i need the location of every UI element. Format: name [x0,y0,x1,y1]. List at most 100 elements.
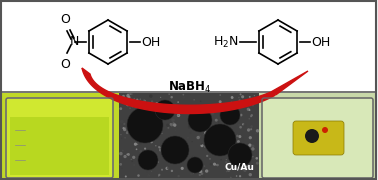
Circle shape [232,147,235,150]
Circle shape [166,116,168,117]
Circle shape [207,157,208,158]
Circle shape [252,105,254,106]
Circle shape [177,156,180,158]
Circle shape [148,101,150,102]
Circle shape [137,174,140,177]
Circle shape [188,124,191,128]
Circle shape [199,174,201,176]
Circle shape [139,141,142,145]
Circle shape [172,122,175,125]
Circle shape [131,159,132,160]
Circle shape [206,118,208,120]
Circle shape [190,173,193,176]
Circle shape [159,127,161,130]
Circle shape [235,137,237,139]
Circle shape [160,101,161,102]
Circle shape [144,100,146,102]
Circle shape [205,142,207,144]
Circle shape [200,101,201,102]
Circle shape [124,100,128,104]
Circle shape [120,120,124,123]
Circle shape [211,112,214,115]
Polygon shape [82,68,275,114]
Circle shape [249,109,251,111]
Circle shape [183,96,185,99]
Circle shape [234,159,235,161]
Circle shape [200,114,201,115]
Circle shape [150,161,151,163]
Bar [1,1,377,92]
Circle shape [237,118,239,119]
Circle shape [226,168,229,170]
Circle shape [157,127,158,128]
Circle shape [209,163,212,165]
Circle shape [135,122,138,124]
Circle shape [221,139,223,141]
Circle shape [190,116,194,120]
Circle shape [144,159,147,161]
Circle shape [177,114,180,117]
Circle shape [138,162,140,164]
Circle shape [226,138,228,140]
Circle shape [189,156,191,159]
Circle shape [155,121,157,123]
Circle shape [204,168,207,171]
Circle shape [155,102,158,105]
Circle shape [150,166,153,169]
Circle shape [239,99,241,102]
Circle shape [156,156,158,158]
Circle shape [126,94,130,97]
Circle shape [243,123,245,125]
Circle shape [160,117,163,119]
Circle shape [149,94,153,98]
Circle shape [231,155,234,158]
Circle shape [241,136,244,139]
Circle shape [242,123,244,125]
Circle shape [248,130,249,131]
Circle shape [192,141,193,142]
Circle shape [242,125,243,126]
Circle shape [201,173,202,175]
Circle shape [226,171,227,172]
Circle shape [223,108,225,110]
Circle shape [201,116,205,120]
Circle shape [243,123,247,127]
Circle shape [139,98,141,100]
Circle shape [256,157,258,160]
Circle shape [131,93,133,95]
Circle shape [150,131,152,134]
Circle shape [167,166,170,170]
Circle shape [218,121,220,123]
Circle shape [166,107,169,110]
Circle shape [123,123,125,125]
Circle shape [173,154,175,156]
Circle shape [160,97,161,98]
Circle shape [120,134,122,135]
Circle shape [233,94,236,97]
Circle shape [144,129,146,130]
Circle shape [166,167,169,170]
Circle shape [168,153,170,154]
Bar [10,117,109,175]
Circle shape [151,100,153,103]
Circle shape [133,100,136,103]
Circle shape [136,99,138,101]
Circle shape [254,95,255,96]
Circle shape [255,132,257,134]
Circle shape [135,101,138,104]
Circle shape [132,119,134,121]
Circle shape [132,156,135,159]
Circle shape [132,106,133,108]
Circle shape [136,148,137,150]
Circle shape [249,136,252,139]
Circle shape [159,127,160,128]
Text: O: O [60,13,70,26]
Circle shape [230,161,232,163]
Circle shape [125,127,126,128]
Circle shape [182,110,184,112]
Circle shape [247,128,250,132]
Circle shape [241,95,244,98]
Circle shape [224,129,226,131]
Circle shape [158,146,160,148]
Circle shape [143,99,145,101]
